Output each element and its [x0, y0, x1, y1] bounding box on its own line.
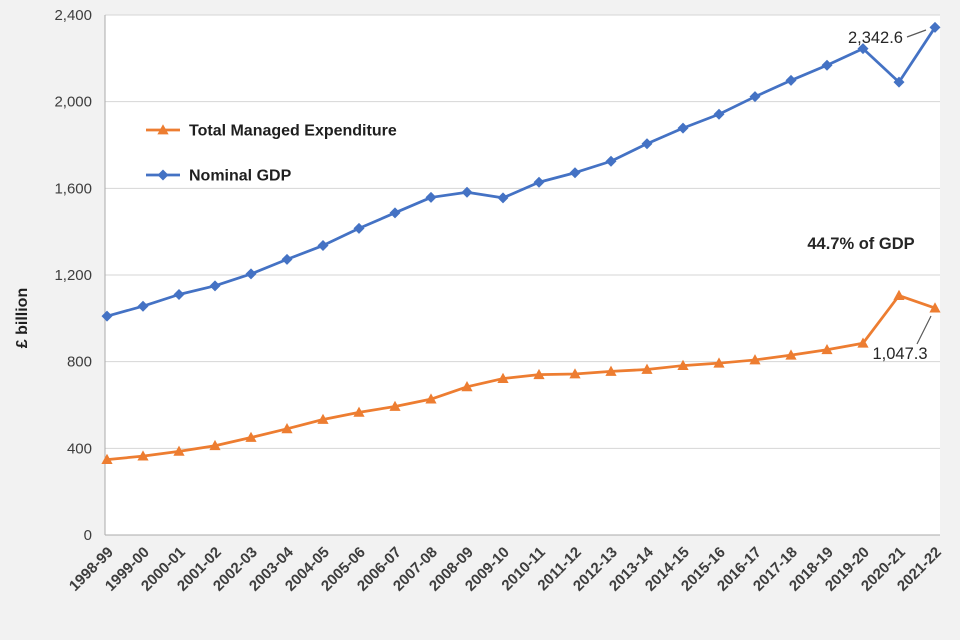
marker-nominal-gdp	[857, 43, 869, 55]
marker-nominal-gdp	[677, 122, 689, 134]
marker-total-managed-expenditure	[893, 289, 905, 300]
marker-total-managed-expenditure	[713, 357, 725, 368]
annotation-leader-gdp-final-value	[906, 29, 927, 38]
marker-total-managed-expenditure	[317, 413, 329, 424]
marker-nominal-gdp	[893, 76, 905, 88]
annotation-leader-tme-final-value	[916, 315, 932, 345]
legend-marker-total-managed-expenditure	[157, 124, 169, 135]
marker-nominal-gdp	[425, 191, 437, 203]
marker-nominal-gdp	[389, 207, 401, 219]
marker-total-managed-expenditure	[533, 368, 545, 380]
annotations: 2,342.6 44.7% of GDP 1,047.3	[807, 29, 932, 363]
legend-item-nominal-gdp: Nominal GDP	[146, 168, 292, 185]
legend: Total Managed Expenditure Nominal GDP	[146, 123, 397, 185]
marker-total-managed-expenditure	[677, 359, 689, 370]
marker-nominal-gdp	[641, 138, 653, 150]
marker-total-managed-expenditure	[281, 423, 293, 434]
legend-label-nominal-gdp: Nominal GDP	[189, 168, 292, 185]
marker-nominal-gdp	[317, 240, 329, 252]
marker-nominal-gdp	[353, 222, 365, 234]
annotation-tme-share-of-gdp: 44.7% of GDP	[807, 235, 914, 253]
marker-total-managed-expenditure	[137, 450, 149, 461]
marker-total-managed-expenditure	[353, 406, 365, 417]
legend-marker-nominal-gdp	[157, 169, 169, 181]
marker-total-managed-expenditure	[929, 302, 941, 313]
marker-nominal-gdp	[209, 280, 221, 292]
marker-nominal-gdp	[713, 108, 725, 120]
annotation-text-gdp-final-value: 2,342.6	[848, 29, 903, 47]
marker-total-managed-expenditure	[821, 343, 833, 355]
marker-total-managed-expenditure	[173, 445, 185, 456]
marker-nominal-gdp	[173, 289, 185, 300]
y-tick-label: 0	[84, 527, 92, 544]
marker-nominal-gdp	[605, 155, 617, 167]
y-tick-label: 400	[67, 440, 92, 457]
annotation-tme-final-value: 1,047.3	[872, 315, 932, 363]
marker-nominal-gdp	[461, 186, 473, 198]
marker-total-managed-expenditure	[569, 368, 581, 379]
marker-total-managed-expenditure	[209, 439, 221, 451]
annotation-text-tme-final-value: 1,047.3	[872, 345, 927, 363]
marker-nominal-gdp	[749, 91, 761, 103]
annotation-gdp-final-value: 2,342.6	[848, 29, 927, 47]
series-total-managed-expenditure	[101, 289, 941, 464]
marker-total-managed-expenditure	[857, 337, 869, 348]
marker-total-managed-expenditure	[425, 393, 437, 404]
marker-total-managed-expenditure	[461, 381, 473, 392]
legend-label-total-managed-expenditure: Total Managed Expenditure	[189, 123, 397, 140]
marker-nominal-gdp	[569, 167, 581, 179]
marker-nominal-gdp	[281, 253, 293, 265]
marker-nominal-gdp	[137, 300, 149, 312]
series-nominal-gdp	[101, 21, 941, 322]
marker-nominal-gdp	[497, 192, 509, 204]
series-line-nominal-gdp	[106, 26, 937, 318]
marker-total-managed-expenditure	[101, 453, 113, 464]
marker-total-managed-expenditure	[245, 431, 257, 442]
y-tick-label: 2,000	[54, 94, 92, 111]
marker-total-managed-expenditure	[749, 354, 761, 365]
y-axis: 0 400 800 1,200 1,600 2,000 2,400	[54, 7, 940, 544]
marker-total-managed-expenditure	[497, 372, 509, 383]
marker-total-managed-expenditure	[389, 400, 401, 411]
marker-nominal-gdp	[245, 268, 257, 280]
marker-nominal-gdp	[821, 59, 833, 71]
y-axis-title: £ billion	[14, 288, 31, 348]
y-tick-label: 2,400	[54, 7, 92, 24]
y-tick-label: 1,600	[54, 180, 92, 197]
marker-nominal-gdp	[785, 74, 797, 86]
marker-nominal-gdp	[929, 21, 941, 33]
series-line-total-managed-expenditure	[106, 294, 936, 461]
marker-total-managed-expenditure	[605, 365, 617, 376]
marker-nominal-gdp	[101, 310, 113, 322]
annotation-text-tme-share-of-gdp: 44.7% of GDP	[807, 235, 914, 253]
marker-total-managed-expenditure	[785, 349, 797, 360]
marker-nominal-gdp	[533, 176, 545, 188]
y-tick-label: 800	[67, 354, 92, 371]
marker-total-managed-expenditure	[641, 363, 653, 374]
legend-item-total-managed-expenditure: Total Managed Expenditure	[146, 123, 397, 140]
y-tick-label: 1,200	[54, 267, 92, 284]
